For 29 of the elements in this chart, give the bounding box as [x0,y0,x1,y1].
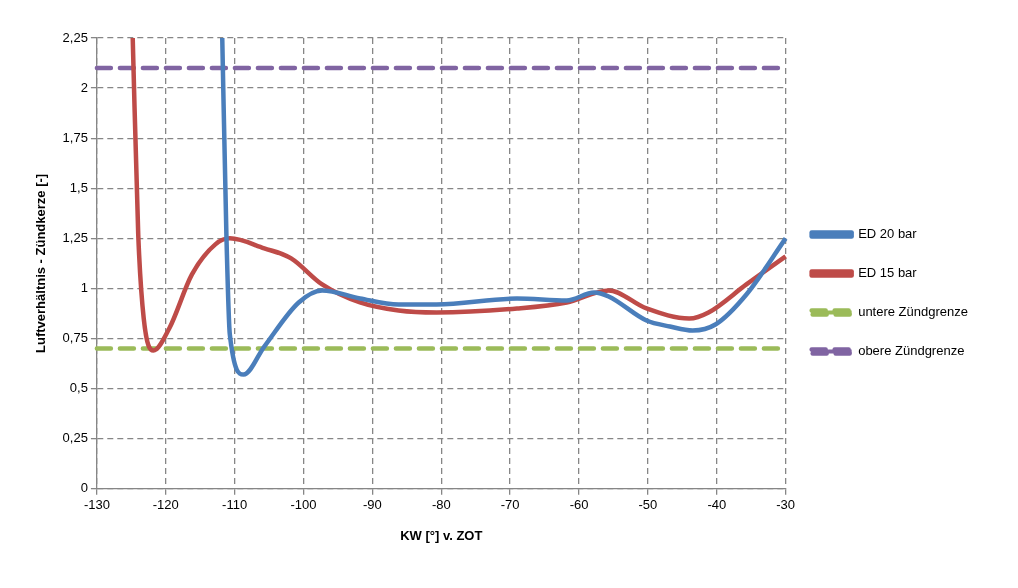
x-tick-label: -80 [431,497,451,513]
x-tick-label: -110 [222,497,248,513]
y-tick-label: 0,25 [62,430,88,446]
x-axis-title: KW [°] v. ZOT [400,527,483,543]
legend-label: obere Zündgrenze [858,343,965,359]
x-tick-label: -130 [83,497,110,513]
x-tick-label: -50 [638,497,658,513]
x-tick-label: -100 [290,497,317,513]
y-tick-label: 0,5 [69,380,88,396]
y-tick-label: 2 [80,79,88,95]
y-tick-label: 0 [80,480,88,496]
y-tick-label: 1,5 [69,179,88,195]
y-tick-label: 1,25 [62,229,88,245]
y-tick-label: 1,75 [62,129,88,145]
x-tick-label: -60 [569,497,589,513]
y-tick-label: 0,75 [62,330,88,346]
legend-label: ED 15 bar [858,265,918,281]
x-tick-label: -120 [152,497,179,513]
legend-label: untere Zündgrenze [858,304,969,320]
x-tick-label: -90 [363,497,382,513]
legend-label: ED 20 bar [858,226,918,242]
line-series [220,35,788,377]
y-tick-label: 1 [80,280,88,296]
y-tick-label: 2,25 [62,29,88,45]
line-series [130,35,788,353]
x-tick-label: -40 [707,497,727,513]
x-tick-label: -30 [776,497,796,513]
x-tick-label: -70 [500,497,520,513]
y-axis-title: Luftverhältnis - Zündkerze [-] [33,173,49,353]
